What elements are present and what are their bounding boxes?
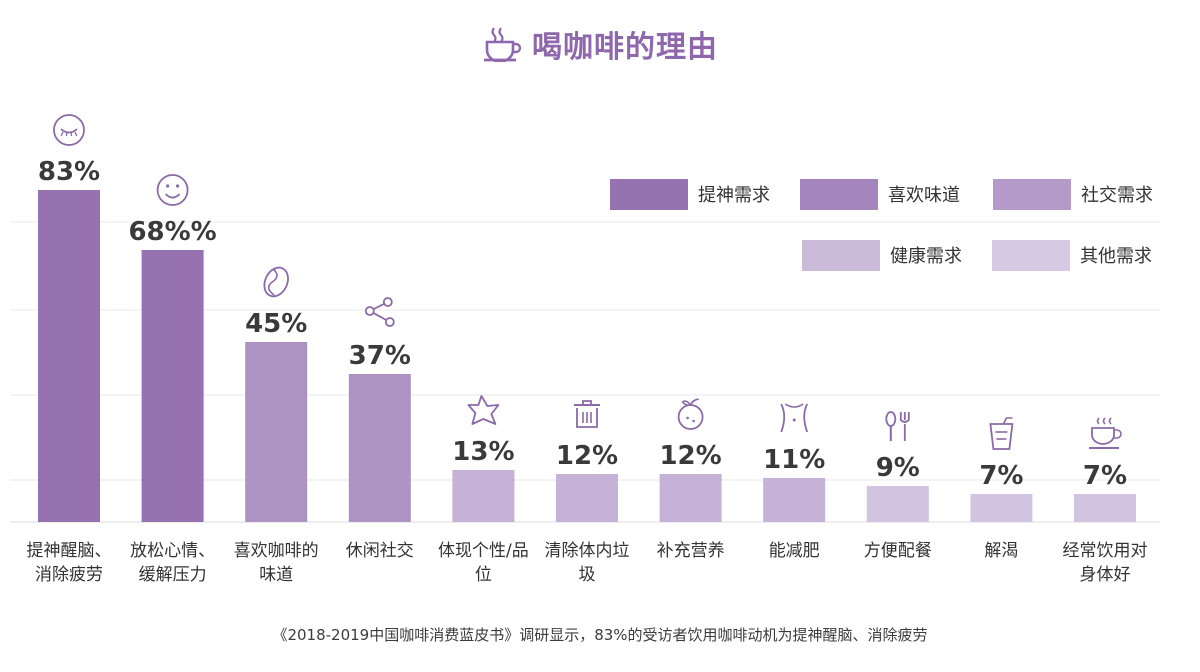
bar [245,342,308,522]
legend-label: 喜欢味道 [888,185,960,206]
bar [763,478,826,522]
footnote: 《2018-2019中国咖啡消费蓝皮书》调研显示，83%的受访者饮用咖啡动机为提… [272,626,928,644]
legend-swatch [800,179,878,210]
value-label: 68%% [128,217,216,247]
category-label: 补充营养 [657,541,725,561]
legend-item: 喜欢味道 [800,179,960,210]
category-label: 解渴 [984,541,1018,561]
bar [38,190,100,522]
value-label: 45% [245,309,307,339]
orange-fruit-icon [677,398,704,430]
bar [970,494,1033,522]
legend-label: 其他需求 [1080,246,1152,267]
share-network-icon [364,297,395,327]
bar [659,474,722,522]
category-label: 清除体内垃圾 [545,541,630,585]
category-label: 经常饮用对身体好 [1063,541,1148,585]
category-label: 喜欢咖啡的味道 [234,541,319,585]
value-label: 7% [979,461,1023,491]
legend-item: 其他需求 [992,240,1152,271]
bar [452,470,515,522]
category-label: 方便配餐 [864,541,932,561]
chart-title-text: 喝咖啡的理由 [532,30,718,65]
coffee-cup-title-icon [484,27,522,62]
coffee-cup-icon [1089,417,1122,449]
legend-swatch [992,240,1070,271]
bar [866,486,929,522]
bar [556,474,618,522]
waist-icon [780,403,809,433]
value-label: 11% [763,445,825,475]
drink-cup-icon [989,417,1014,450]
closed-eye-icon [53,114,85,146]
value-label: 9% [876,453,920,483]
value-label: 12% [556,441,618,471]
legend-item: 提神需求 [610,179,770,210]
legend-item: 社交需求 [993,179,1153,210]
star-icon [467,395,500,425]
value-label: 37% [349,341,411,371]
category-label: 能减肥 [769,541,820,561]
bar [348,374,411,522]
category-label: 体现个性/品位 [438,541,529,585]
legend-label: 提神需求 [698,185,770,206]
category-label: 提神醒脑、消除疲劳 [27,541,112,585]
legend-item: 健康需求 [802,240,962,271]
smiley-face-icon [156,174,189,206]
value-label: 83% [38,157,100,187]
bar-chart: 83% 提神醒脑、消除疲劳 68%% 放松心情、缓解压力 45% 喜欢咖啡的味道 37% 休闲… [10,114,1160,585]
legend-swatch [993,179,1071,210]
category-label: 放松心情、缓解压力 [130,541,215,585]
legend-swatch [802,240,880,271]
legend-swatch [610,179,688,210]
coffee-bean-icon [263,266,289,298]
chart-title: 喝咖啡的理由 [0,22,1200,66]
legend-label: 健康需求 [890,246,962,267]
value-label: 12% [659,441,721,471]
bar [1074,494,1136,522]
legend-label: 社交需求 [1081,185,1153,206]
value-label: 13% [452,437,514,467]
spoon-fork-icon [885,411,910,441]
trash-can-icon [574,400,600,428]
category-label: 休闲社交 [346,541,414,561]
bar [141,250,204,522]
value-label: 7% [1083,461,1127,491]
